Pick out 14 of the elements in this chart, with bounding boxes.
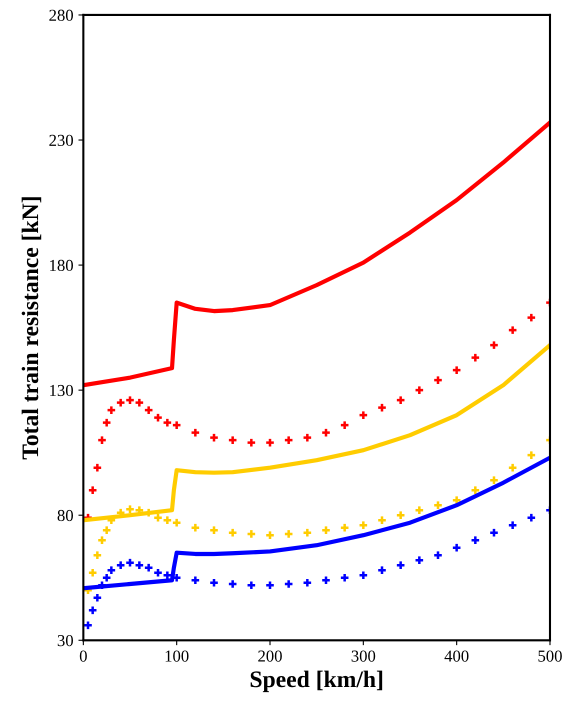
x-axis-title: Speed [km/h] [250,670,382,692]
y-tick-label: 280 [49,10,73,21]
y-tick-label: 80 [58,510,73,522]
x-tick-label: 100 [166,650,189,662]
y-tick-label: 230 [49,134,73,146]
y-axis-title: Total train resistance [kN] [22,197,42,460]
x-tick-label: 400 [444,650,469,662]
x-tick-label: 500 [538,650,562,662]
y-tick-label: 30 [58,634,73,646]
y-tick-label: 130 [50,384,73,396]
x-tick-label: 0 [80,650,87,662]
x-tick-label: 300 [352,650,376,662]
y-tick-label: 180 [50,260,73,272]
x-tick-label: 200 [258,650,282,662]
